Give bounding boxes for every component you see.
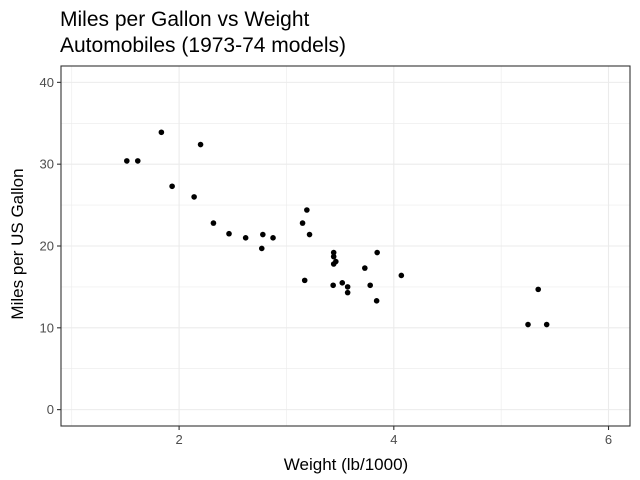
data-point bbox=[301, 277, 308, 284]
data-point bbox=[344, 284, 351, 290]
data-point bbox=[339, 280, 346, 286]
major-grid bbox=[61, 66, 630, 426]
data-point bbox=[344, 289, 351, 296]
data-point bbox=[169, 183, 175, 190]
x-axis: 2 4 6 bbox=[175, 426, 612, 447]
x-tick-label: 6 bbox=[605, 432, 612, 447]
data-point bbox=[373, 298, 380, 304]
data-point bbox=[158, 129, 165, 136]
y-tick-label: 10 bbox=[40, 320, 54, 335]
data-point bbox=[367, 282, 373, 289]
data-point bbox=[197, 141, 204, 148]
data-point bbox=[543, 321, 550, 328]
data-point bbox=[299, 220, 306, 226]
data-point bbox=[535, 286, 542, 293]
chart-title: Miles per Gallon vs Weight bbox=[60, 8, 310, 31]
y-tick-label: 20 bbox=[40, 239, 54, 254]
data-point bbox=[374, 249, 380, 256]
data-point bbox=[191, 194, 197, 200]
y-tick-label: 0 bbox=[47, 402, 54, 417]
data-point bbox=[210, 220, 217, 226]
data-point bbox=[525, 321, 531, 328]
x-tick-label: 4 bbox=[390, 432, 397, 447]
y-tick-label: 40 bbox=[40, 75, 54, 90]
data-point bbox=[304, 207, 310, 213]
x-tick-label: 2 bbox=[175, 432, 182, 447]
data-points bbox=[124, 129, 550, 328]
data-point bbox=[242, 235, 249, 241]
data-point bbox=[330, 282, 336, 289]
y-axis: 0 10 20 30 40 bbox=[40, 75, 61, 417]
data-point bbox=[258, 245, 265, 252]
data-point bbox=[134, 158, 141, 164]
data-point bbox=[270, 235, 276, 241]
x-axis-title: Weight (lb/1000) bbox=[284, 455, 408, 474]
data-point bbox=[124, 158, 130, 164]
data-point bbox=[330, 253, 337, 260]
plot-panel bbox=[60, 65, 631, 427]
data-point bbox=[330, 261, 337, 267]
data-point bbox=[260, 231, 266, 238]
data-point bbox=[226, 230, 232, 237]
data-point bbox=[362, 265, 368, 271]
y-tick-label: 30 bbox=[40, 157, 54, 172]
y-axis-title: Miles per US Gallon bbox=[8, 168, 27, 319]
data-point bbox=[398, 272, 405, 279]
data-point bbox=[306, 231, 313, 238]
data-point bbox=[330, 249, 337, 256]
chart-subtitle: Automobiles (1973-74 models) bbox=[60, 34, 346, 57]
